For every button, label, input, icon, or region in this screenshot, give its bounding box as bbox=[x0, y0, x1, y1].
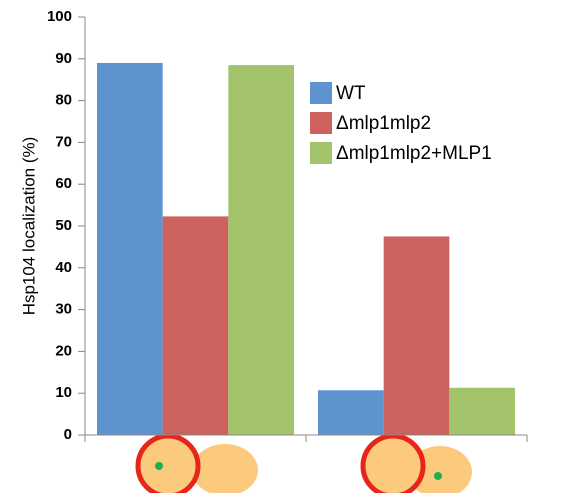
y-tick-label: 80 bbox=[55, 92, 72, 109]
y-tick-label: 30 bbox=[55, 301, 72, 318]
legend-label: Δmlp1mlp2 bbox=[336, 113, 431, 134]
legend-label: WT bbox=[336, 83, 366, 104]
y-tick-label: 10 bbox=[55, 384, 72, 401]
legend-label: Δmlp1mlp2+MLP1 bbox=[336, 143, 492, 164]
y-tick-label: 100 bbox=[47, 8, 72, 25]
legend-swatch bbox=[310, 112, 332, 134]
y-tick-label: 70 bbox=[55, 133, 72, 150]
bar bbox=[97, 63, 163, 435]
bar bbox=[228, 65, 294, 435]
y-tick-label: 50 bbox=[55, 217, 72, 234]
legend-swatch bbox=[310, 82, 332, 104]
bar bbox=[163, 216, 229, 435]
y-tick-label: 40 bbox=[55, 259, 72, 276]
category-icon bbox=[138, 436, 258, 493]
y-tick-label: 20 bbox=[55, 342, 72, 359]
legend-swatch bbox=[310, 142, 332, 164]
y-tick-label: 90 bbox=[55, 50, 72, 67]
y-tick-label: 60 bbox=[55, 175, 72, 192]
y-tick-label: 0 bbox=[64, 426, 72, 443]
chart: Hsp104 localization (%) 0 10 20 30 40 50 60 70 8… bbox=[0, 0, 563, 493]
category-icon bbox=[363, 436, 472, 493]
bar bbox=[318, 390, 384, 435]
bar bbox=[384, 236, 450, 435]
bar bbox=[449, 388, 515, 435]
y-axis-label: Hsp104 localization (%) bbox=[19, 137, 38, 316]
